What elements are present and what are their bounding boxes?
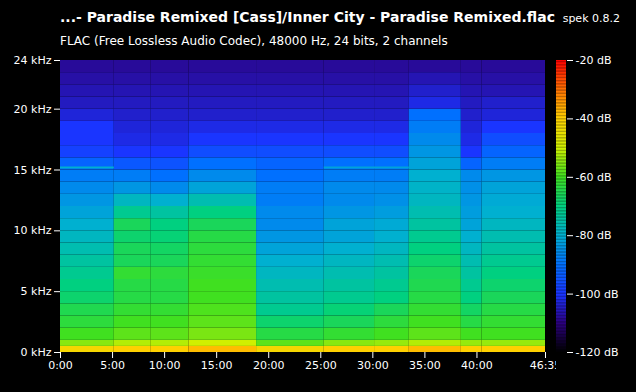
svg-text:0 kHz: 0 kHz bbox=[21, 346, 52, 359]
html-text:spek 0.8.2: spek 0.8.2 bbox=[562, 12, 620, 25]
svg-text:15 kHz: 15 kHz bbox=[14, 164, 52, 177]
svg-text:24 kHz: 24 kHz bbox=[14, 54, 52, 67]
svg-text:46:35: 46:35 bbox=[529, 359, 562, 373]
html-text:FLAC (Free Lossless Audio Code: FLAC (Free Lossless Audio Codec), 48000 … bbox=[60, 34, 448, 48]
svg-text:5 kHz: 5 kHz bbox=[21, 285, 52, 298]
svg-text:30:00: 30:00 bbox=[357, 359, 389, 372]
svg-text:5:00: 5:00 bbox=[100, 359, 125, 372]
html-text:...- Paradise Remixed [Cass]/I: ...- Paradise Remixed [Cass]/Inner City … bbox=[60, 9, 555, 25]
svg-text:40:00: 40:00 bbox=[461, 359, 493, 372]
svg-text:25:00: 25:00 bbox=[305, 359, 337, 372]
svg-text:10:00: 10:00 bbox=[149, 359, 181, 372]
svg-text:-80 dB: -80 dB bbox=[576, 229, 612, 242]
svg-text:-100 dB: -100 dB bbox=[576, 288, 619, 301]
svg-text:-60 dB: -60 dB bbox=[576, 171, 612, 184]
svg-text:20 kHz: 20 kHz bbox=[14, 103, 52, 116]
svg-text:-40 dB: -40 dB bbox=[576, 112, 612, 125]
svg-text:-20 dB: -20 dB bbox=[576, 54, 612, 67]
svg-text:35:00: 35:00 bbox=[409, 359, 441, 372]
svg-text:20:00: 20:00 bbox=[253, 359, 285, 372]
svg-text:-120 dB: -120 dB bbox=[576, 346, 619, 359]
svg-text:0:00: 0:00 bbox=[48, 359, 73, 372]
svg-text:10 kHz: 10 kHz bbox=[14, 224, 52, 237]
svg-text:15:00: 15:00 bbox=[201, 359, 233, 372]
